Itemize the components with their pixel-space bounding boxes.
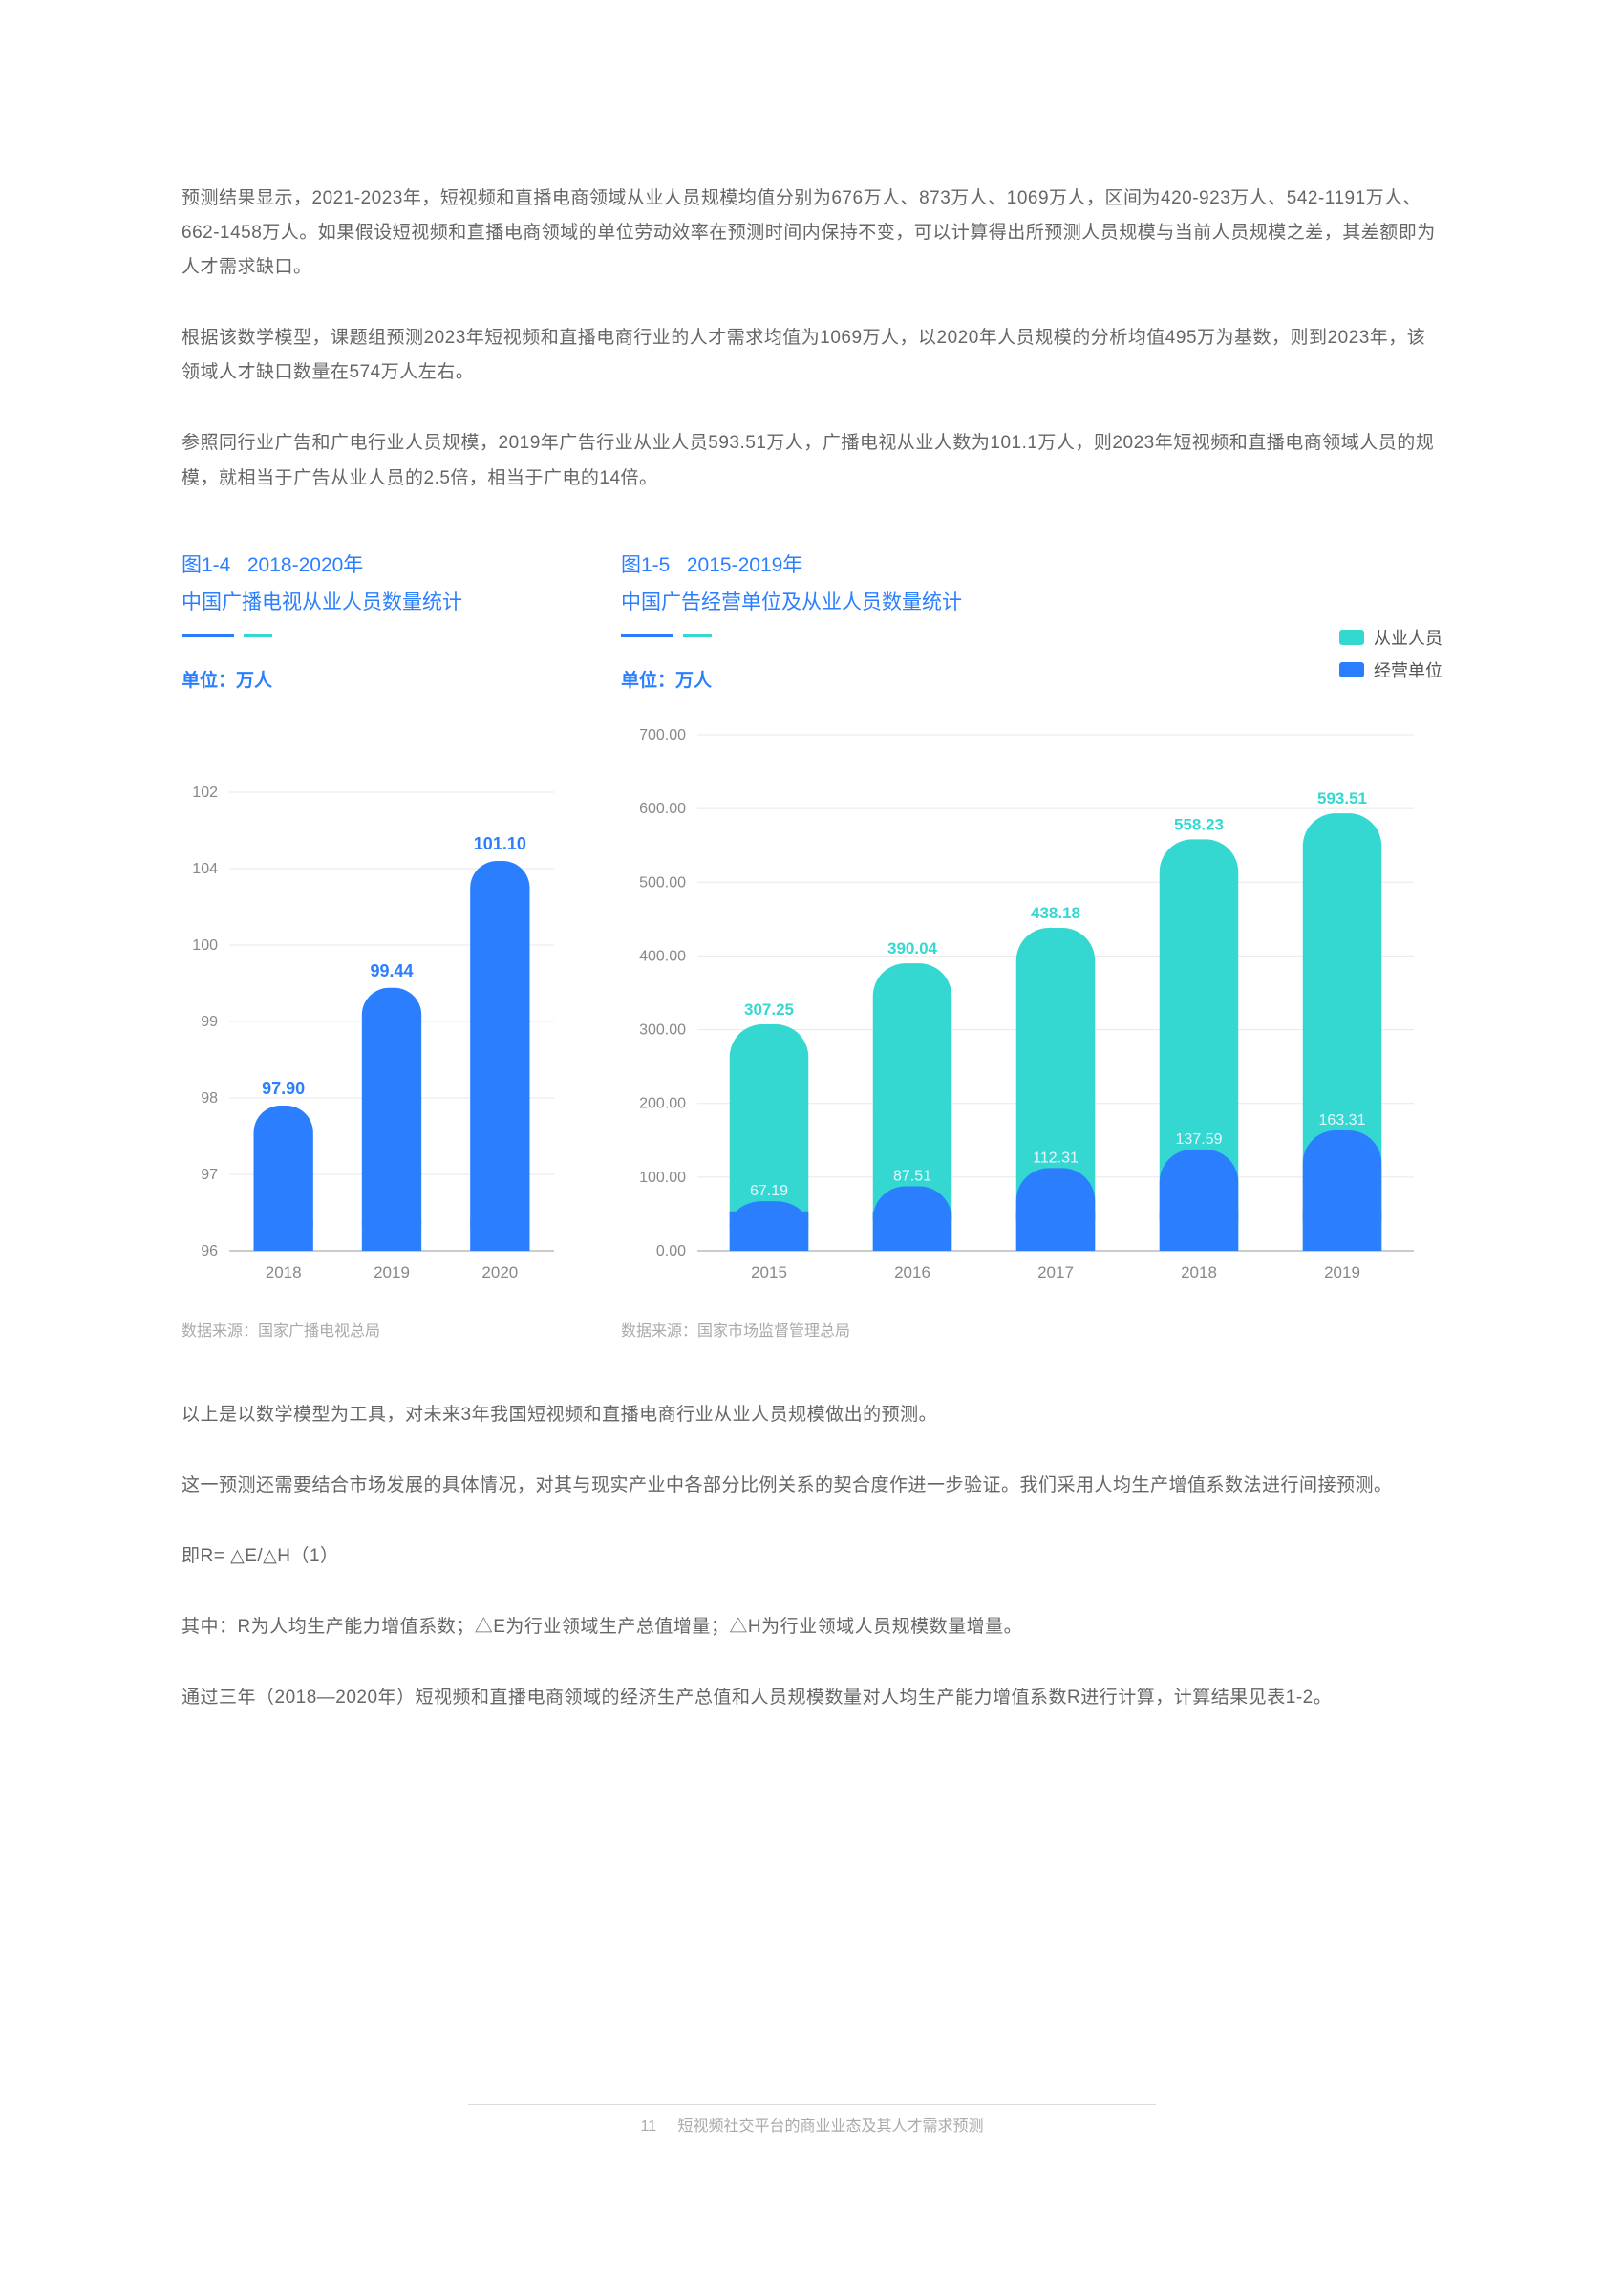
svg-text:98: 98 (201, 1090, 218, 1107)
svg-text:2017: 2017 (1037, 1263, 1074, 1281)
paragraph-7: 其中：R为人均生产能力增值系数；△E为行业领域生产总值增量；△H为行业领域人员规… (182, 1610, 1442, 1645)
svg-text:2016: 2016 (894, 1263, 930, 1281)
chart2-title-line: 图1-5 2015-2019年 (621, 548, 1442, 583)
legend-swatch-2 (1339, 662, 1364, 677)
paragraph-2: 根据该数学模型，课题组预测2023年短视频和直播电商行业的人才需求均值为1069… (182, 321, 1442, 390)
chart1-area: 102 104 100 99 98 97 96 97.90 2018 99.44 2019 101.1… (182, 716, 564, 1289)
svg-text:67.19: 67.19 (750, 1183, 788, 1199)
paragraph-5: 这一预测还需要结合市场发展的具体情况，对其与现实产业中各部分比例关系的契合度作进… (182, 1469, 1442, 1503)
svg-text:137.59: 137.59 (1176, 1131, 1223, 1148)
chart1-source: 数据来源：国家广播电视总局 (182, 1318, 564, 1341)
svg-text:200.00: 200.00 (639, 1096, 686, 1112)
svg-text:500.00: 500.00 (639, 874, 686, 891)
paragraph-1: 预测结果显示，2021-2023年，短视频和直播电商领域从业人员规模均值分别为6… (182, 182, 1442, 285)
svg-text:307.25: 307.25 (744, 1000, 794, 1019)
chart2-area: 0.00 100.00 200.00 300.00 400.00 500.00 600.00… (621, 716, 1442, 1289)
chart1-accent (182, 634, 564, 637)
svg-text:2018: 2018 (1181, 1263, 1217, 1281)
chart1-svg: 102 104 100 99 98 97 96 97.90 2018 99.44 2019 101.1… (182, 716, 564, 1289)
svg-text:438.18: 438.18 (1031, 904, 1080, 922)
paragraph-6: 即R= △E/△H（1） (182, 1539, 1442, 1574)
accent-seg-teal (683, 634, 712, 637)
legend-item-1: 从业人员 (1339, 625, 1442, 650)
svg-text:99.44: 99.44 (370, 961, 413, 980)
chart1-title-sub: 中国广播电视从业人员数量统计 (182, 586, 564, 620)
chart2-title-years: 2015-2019年 (687, 554, 802, 576)
svg-text:593.51: 593.51 (1317, 789, 1367, 807)
chart1-container: 图1-4 2018-2020年 中国广播电视从业人员数量统计 单位：万人 102… (182, 548, 564, 1341)
accent-seg-teal (244, 634, 272, 637)
svg-text:390.04: 390.04 (887, 939, 938, 957)
chart2-svg: 0.00 100.00 200.00 300.00 400.00 500.00 600.00… (621, 716, 1433, 1289)
chart2-title-sub: 中国广告经营单位及从业人员数量统计 (621, 586, 1442, 620)
chart2-source: 数据来源：国家市场监督管理总局 (621, 1318, 1442, 1341)
svg-text:400.00: 400.00 (639, 948, 686, 964)
doc-title: 短视频社交平台的商业业态及其人才需求预测 (678, 2118, 984, 2135)
svg-text:2020: 2020 (481, 1263, 518, 1281)
chart2-legend: 从业人员 经营单位 (1339, 625, 1442, 690)
svg-text:104: 104 (192, 861, 218, 877)
chart2-accent (621, 634, 1442, 637)
svg-text:112.31: 112.31 (1033, 1150, 1079, 1166)
accent-seg-blue (182, 634, 234, 637)
svg-text:100.00: 100.00 (639, 1170, 686, 1186)
chart1-title-years: 2018-2020年 (247, 554, 363, 576)
legend-label-2: 经营单位 (1374, 657, 1442, 682)
paragraph-8: 通过三年（2018—2020年）短视频和直播电商领域的经济生产总值和人员规模数量… (182, 1681, 1442, 1715)
svg-text:558.23: 558.23 (1174, 815, 1224, 833)
page-number: 11 (640, 2118, 656, 2136)
svg-text:300.00: 300.00 (639, 1022, 686, 1039)
chart2-title-prefix: 图1-5 (621, 554, 670, 576)
footer-divider (468, 2104, 1156, 2105)
svg-text:102: 102 (192, 785, 218, 801)
svg-text:700.00: 700.00 (639, 727, 686, 743)
chart2-unit: 单位：万人 (621, 666, 1442, 692)
page-content: 预测结果显示，2021-2023年，短视频和直播电商领域从业人员规模均值分别为6… (0, 0, 1624, 1716)
svg-text:2019: 2019 (1324, 1263, 1360, 1281)
legend-label-1: 从业人员 (1374, 625, 1442, 650)
svg-text:0.00: 0.00 (656, 1243, 686, 1259)
svg-text:101.10: 101.10 (474, 834, 526, 853)
svg-text:2018: 2018 (266, 1263, 302, 1281)
svg-text:99: 99 (201, 1014, 218, 1030)
svg-text:96: 96 (201, 1243, 218, 1259)
charts-row: 图1-4 2018-2020年 中国广播电视从业人员数量统计 单位：万人 102… (182, 548, 1442, 1341)
paragraph-3: 参照同行业广告和广电行业人员规模，2019年广告行业从业人员593.51万人，广… (182, 426, 1442, 495)
svg-text:97: 97 (201, 1167, 218, 1183)
svg-text:100: 100 (192, 937, 218, 954)
paragraph-4: 以上是以数学模型为工具，对未来3年我国短视频和直播电商行业从业人员规模做出的预测… (182, 1398, 1442, 1432)
chart1-title-prefix: 图1-4 (182, 554, 230, 576)
chart1-unit: 单位：万人 (182, 666, 564, 692)
svg-text:2015: 2015 (751, 1263, 787, 1281)
legend-swatch-1 (1339, 630, 1364, 645)
accent-seg-blue (621, 634, 673, 637)
svg-text:163.31: 163.31 (1319, 1112, 1366, 1129)
page-footer: 11 短视频社交平台的商业业态及其人才需求预测 (0, 2104, 1624, 2136)
svg-text:600.00: 600.00 (639, 801, 686, 817)
legend-item-2: 经营单位 (1339, 657, 1442, 682)
chart1-title-line: 图1-4 2018-2020年 (182, 548, 564, 583)
svg-text:97.90: 97.90 (262, 1079, 305, 1098)
chart2-container: 图1-5 2015-2019年 中国广告经营单位及从业人员数量统计 单位：万人 … (621, 548, 1442, 1341)
svg-text:87.51: 87.51 (893, 1169, 931, 1185)
svg-text:2019: 2019 (374, 1263, 410, 1281)
